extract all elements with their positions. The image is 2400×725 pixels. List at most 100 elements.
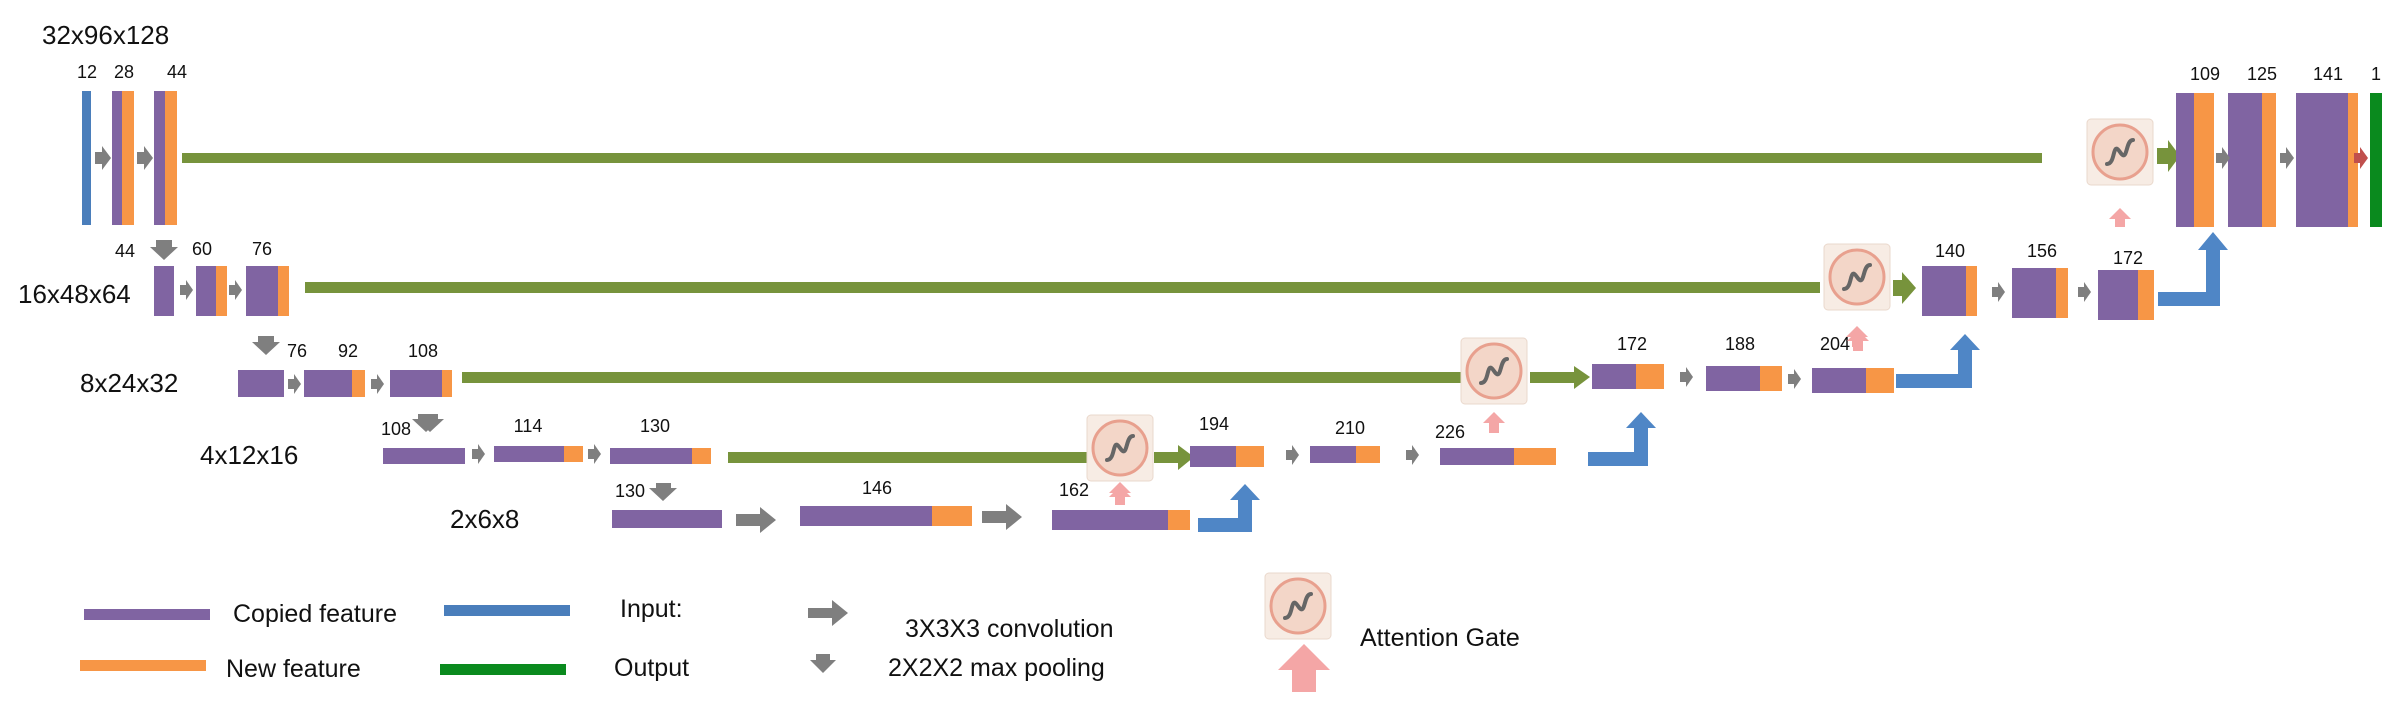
feature-block-new <box>692 448 711 464</box>
channel-label: 60 <box>192 239 212 259</box>
channel-label: 76 <box>287 341 307 361</box>
legend-conv-label: 3X3X3 convolution <box>905 615 1113 643</box>
feature-block-copied <box>1922 266 1966 316</box>
feature-block-copied <box>2296 93 2348 227</box>
conv-arrow <box>95 146 111 170</box>
feature-block-copied <box>1440 448 1514 465</box>
legend-input-swatch <box>444 605 570 616</box>
gate-signal-arrow <box>1483 412 1505 433</box>
channel-label: 210 <box>1335 418 1365 438</box>
conv-arrow <box>982 504 1022 530</box>
channel-label: 204 <box>1820 334 1850 354</box>
final-conv-arrow <box>2354 147 2368 169</box>
legend-output-label: Output <box>614 654 689 682</box>
channel-label: 125 <box>2247 64 2277 84</box>
level-label-2: 8x24x32 <box>80 368 178 398</box>
feature-block-copied <box>2012 268 2056 318</box>
gate-signal-arrow <box>1847 330 1869 351</box>
channel-label: 226 <box>1435 422 1465 442</box>
feature-block-new <box>1760 366 1782 391</box>
feature-block-new <box>278 266 289 316</box>
feature-block-new <box>2056 268 2068 318</box>
feature-block-copied <box>494 446 564 462</box>
pool-arrow <box>416 414 444 432</box>
channel-label: 156 <box>2027 241 2057 261</box>
channel-label: 114 <box>514 416 543 436</box>
conv-arrow <box>229 280 242 300</box>
conv-arrow <box>736 507 776 533</box>
feature-block-new <box>2348 93 2358 227</box>
channel-label: 172 <box>1617 334 1647 354</box>
conv-arrow <box>472 444 485 464</box>
conv-arrow <box>1680 367 1693 387</box>
channel-label: 12 <box>77 62 97 82</box>
input-block <box>82 91 91 225</box>
channel-label: 108 <box>408 341 438 361</box>
legend-gate-label: Attention Gate <box>1360 624 1520 652</box>
channel-label: 172 <box>2113 248 2143 268</box>
legend-pool-label: 2X2X2 max pooling <box>888 654 1105 682</box>
conv-arrow <box>1992 282 2005 302</box>
conv-arrow <box>371 374 384 394</box>
channel-label: 146 <box>862 478 892 498</box>
legend-copied-label: Copied feature <box>233 600 397 628</box>
feature-block-new <box>1966 266 1977 316</box>
upsample-arrow <box>1198 484 1260 532</box>
conv-arrow <box>1406 445 1419 465</box>
output-block <box>2370 93 2382 227</box>
attention-gate <box>1459 336 1529 406</box>
pool-arrow <box>252 336 280 355</box>
feature-block-new <box>352 370 365 397</box>
legend-pool-arrow <box>810 654 836 673</box>
conv-arrow <box>1788 369 1801 389</box>
feature-block-copied <box>304 370 352 397</box>
feature-block-new <box>1636 364 1664 389</box>
attention-gate <box>2085 117 2155 187</box>
legend-new-swatch <box>80 660 206 671</box>
skip-connection <box>728 452 1090 463</box>
feature-block-copied <box>112 91 122 225</box>
feature-block-new <box>1866 368 1894 393</box>
channel-label: 108 <box>381 419 411 439</box>
skip-connection <box>1530 372 1578 383</box>
feature-block-new <box>2194 93 2214 227</box>
feature-block-new <box>1236 446 1264 467</box>
feature-block-copied <box>196 266 216 316</box>
skip-connection <box>182 153 2042 163</box>
skip-connection <box>462 372 1462 383</box>
channel-label: 194 <box>1199 414 1229 434</box>
feature-block-copied <box>1706 366 1760 391</box>
feature-block-new <box>2262 93 2276 227</box>
skip-arrow <box>1893 272 1916 304</box>
legend-new-label: New feature <box>226 655 361 683</box>
legend-conv-arrow <box>808 600 848 626</box>
conv-arrow <box>288 374 301 394</box>
feature-block-copied <box>154 266 174 316</box>
skip-connection <box>1154 452 1182 463</box>
feature-block-copied <box>1052 510 1168 530</box>
feature-block-copied <box>246 266 278 316</box>
conv-arrow <box>1286 445 1299 465</box>
conv-arrow <box>180 280 193 300</box>
channel-label: 140 <box>1935 241 1965 261</box>
channel-label: 76 <box>252 239 272 259</box>
conv-arrow <box>588 444 601 464</box>
feature-block-copied <box>610 448 692 464</box>
upsample-arrow <box>1588 412 1656 466</box>
feature-block-copied <box>1190 446 1236 467</box>
feature-block-new <box>2138 270 2154 320</box>
channel-label: 130 <box>615 481 645 501</box>
channel-label: 44 <box>115 241 135 261</box>
channel-label: 141 <box>2313 64 2343 84</box>
feature-block-copied <box>800 506 932 526</box>
pool-arrow <box>649 483 677 501</box>
feature-block-new <box>1514 448 1556 465</box>
gate-signal-arrow <box>1109 486 1131 505</box>
legend-output-swatch <box>440 664 566 675</box>
feature-block-new <box>216 266 227 316</box>
feature-block-copied <box>2098 270 2138 320</box>
conv-arrow <box>2216 147 2230 169</box>
conv-arrow <box>2078 282 2091 302</box>
